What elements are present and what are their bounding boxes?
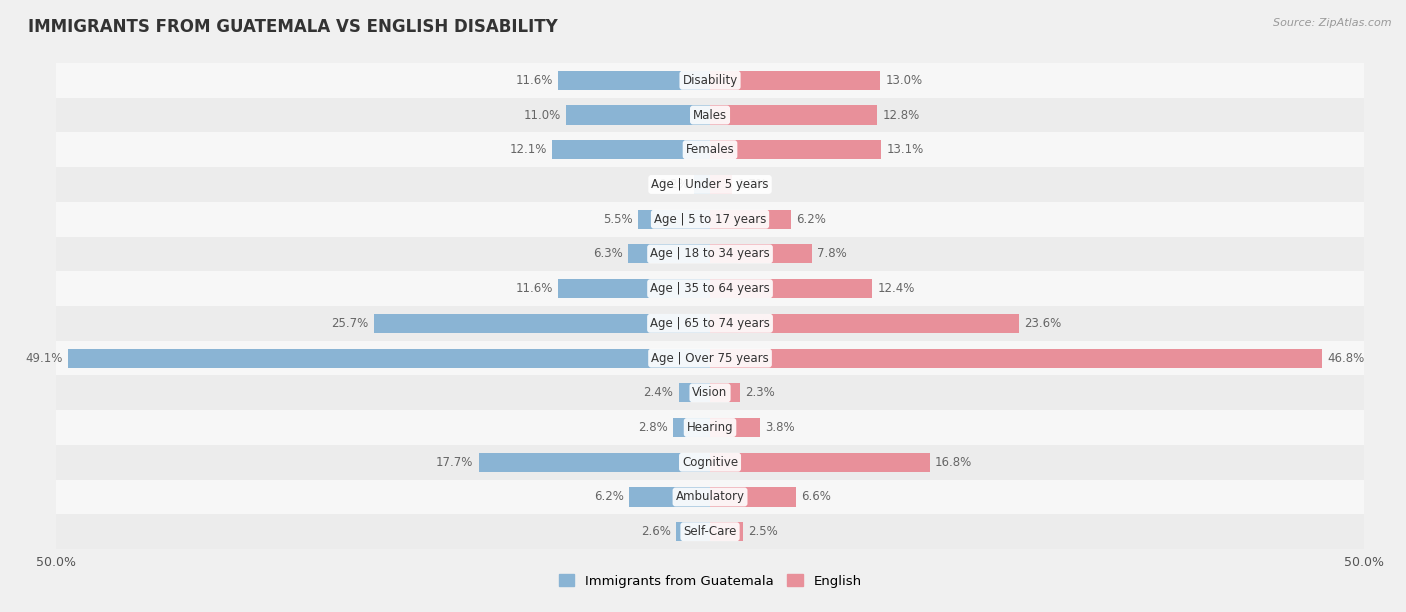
Text: 5.5%: 5.5% [603,213,633,226]
Bar [56,480,1364,514]
Text: Disability: Disability [682,74,738,87]
Bar [567,105,710,125]
Bar [56,410,1364,445]
Bar [627,244,710,263]
Text: Ambulatory: Ambulatory [675,490,745,504]
Text: 6.3%: 6.3% [593,247,623,261]
Bar [558,71,710,90]
Text: 25.7%: 25.7% [332,317,368,330]
Bar [710,522,742,541]
Text: 6.2%: 6.2% [593,490,624,504]
Text: 17.7%: 17.7% [436,456,474,469]
Text: 11.0%: 11.0% [523,108,561,122]
Text: Cognitive: Cognitive [682,456,738,469]
Bar [67,349,710,368]
Text: Age | 35 to 64 years: Age | 35 to 64 years [650,282,770,295]
Bar [56,132,1364,167]
Bar [676,522,710,541]
Text: Self-Care: Self-Care [683,525,737,538]
Bar [710,453,929,472]
Bar [478,453,710,472]
Bar [710,105,877,125]
Bar [56,445,1364,480]
Bar [56,375,1364,410]
Bar [679,383,710,402]
Bar [56,514,1364,549]
Bar [710,244,813,263]
Bar [558,279,710,298]
Bar [628,487,710,507]
Text: 2.6%: 2.6% [641,525,671,538]
Bar [56,167,1364,202]
Text: 23.6%: 23.6% [1024,317,1062,330]
Text: 3.8%: 3.8% [765,421,794,434]
Bar [56,237,1364,271]
Legend: Immigrants from Guatemala, English: Immigrants from Guatemala, English [554,569,866,593]
Text: 46.8%: 46.8% [1327,351,1364,365]
Text: Age | 18 to 34 years: Age | 18 to 34 years [650,247,770,261]
Bar [710,349,1322,368]
Bar [551,140,710,159]
Text: Age | Under 5 years: Age | Under 5 years [651,178,769,191]
Bar [673,418,710,437]
Text: 2.4%: 2.4% [644,386,673,399]
Bar [710,383,740,402]
Bar [56,98,1364,132]
Bar [710,279,872,298]
Text: 12.4%: 12.4% [877,282,915,295]
Text: 13.1%: 13.1% [887,143,924,156]
Bar [710,210,792,229]
Text: Source: ZipAtlas.com: Source: ZipAtlas.com [1274,18,1392,28]
Text: 16.8%: 16.8% [935,456,972,469]
Bar [56,306,1364,341]
Text: 12.8%: 12.8% [883,108,920,122]
Bar [56,341,1364,375]
Bar [710,314,1018,333]
Text: Females: Females [686,143,734,156]
Bar [374,314,710,333]
Bar [56,202,1364,237]
Text: Age | 5 to 17 years: Age | 5 to 17 years [654,213,766,226]
Bar [710,487,796,507]
Bar [56,63,1364,98]
Text: Males: Males [693,108,727,122]
Bar [638,210,710,229]
Text: 2.8%: 2.8% [638,421,668,434]
Text: 6.2%: 6.2% [796,213,827,226]
Text: Age | 65 to 74 years: Age | 65 to 74 years [650,317,770,330]
Text: 6.6%: 6.6% [801,490,831,504]
Text: 13.0%: 13.0% [886,74,922,87]
Text: 2.5%: 2.5% [748,525,778,538]
Text: Vision: Vision [692,386,728,399]
Text: Hearing: Hearing [686,421,734,434]
Bar [710,71,880,90]
Text: 12.1%: 12.1% [509,143,547,156]
Text: 11.6%: 11.6% [516,74,553,87]
Text: Age | Over 75 years: Age | Over 75 years [651,351,769,365]
Bar [56,271,1364,306]
Text: 7.8%: 7.8% [817,247,846,261]
Text: 2.3%: 2.3% [745,386,775,399]
Bar [710,175,733,194]
Text: IMMIGRANTS FROM GUATEMALA VS ENGLISH DISABILITY: IMMIGRANTS FROM GUATEMALA VS ENGLISH DIS… [28,18,558,36]
Text: 1.7%: 1.7% [738,178,768,191]
Bar [695,175,710,194]
Text: 1.2%: 1.2% [659,178,689,191]
Bar [710,140,882,159]
Bar [710,418,759,437]
Text: 11.6%: 11.6% [516,282,553,295]
Text: 49.1%: 49.1% [25,351,63,365]
